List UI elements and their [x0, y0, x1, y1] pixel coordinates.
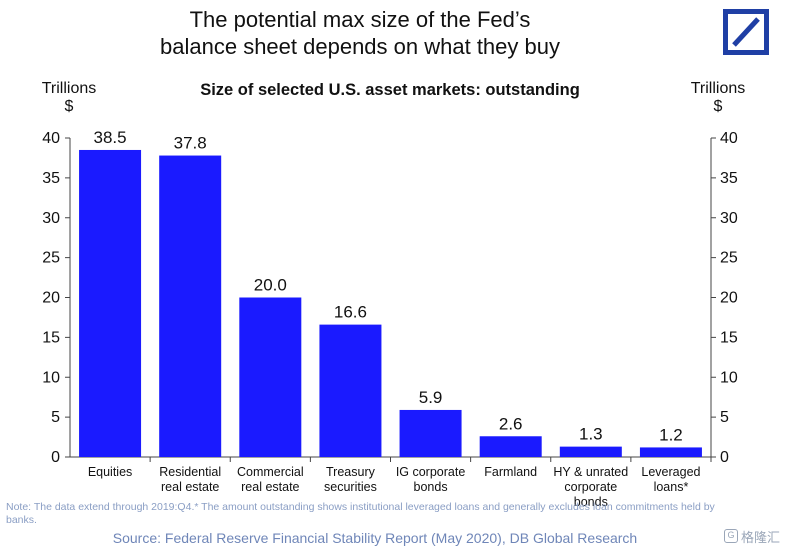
bar [159, 155, 222, 458]
y-tick-label-left: 30 [42, 210, 60, 227]
y-tick-label-right: 10 [720, 369, 738, 386]
footnote: Note: The data extend through 2019:Q4.* … [6, 501, 715, 526]
x-category-label: real estate [241, 480, 299, 494]
bar-value-label: 1.3 [579, 425, 603, 444]
y-axis-unit-left: Trillions $ [36, 80, 102, 116]
y-tick-label-right: 40 [720, 130, 738, 147]
y-tick-label-right: 20 [720, 290, 738, 307]
bar-value-label: 2.6 [499, 414, 523, 433]
y-tick-label-right: 5 [720, 409, 729, 426]
headline-line-1: The potential max size of the Fed’s [189, 7, 531, 32]
watermark-icon: G [724, 529, 738, 543]
bar-value-label: 1.2 [659, 425, 683, 444]
x-category-label: real estate [161, 480, 219, 494]
x-category-label: Equities [88, 465, 132, 479]
x-category-label: Commercial [237, 465, 304, 479]
bar-value-label: 5.9 [419, 388, 443, 407]
bar [479, 436, 542, 457]
y-tick-label-right: 15 [720, 329, 738, 346]
y-tick-label-left: 40 [42, 130, 60, 147]
bar-value-label: 20.0 [254, 276, 287, 295]
y-tick-label-right: 35 [720, 170, 738, 187]
y-tick-label-right: 25 [720, 250, 738, 267]
y-axis-unit-right-line-1: Trillions [690, 80, 746, 97]
headline: The potential max size of the Fed’s bala… [0, 6, 720, 60]
bar [639, 447, 702, 457]
x-category-label: Treasury [326, 465, 376, 479]
source-line: Source: Federal Reserve Financial Stabil… [112, 530, 638, 546]
bar-value-label: 16.6 [334, 303, 367, 322]
chart-title: Size of selected U.S. asset markets: out… [200, 81, 580, 99]
y-axis-unit-left-line-1: Trillions [41, 80, 97, 97]
y-axis-unit-left-line-2: $ [64, 98, 74, 115]
x-category-label: corporate [564, 480, 617, 494]
bar-value-label: 37.8 [174, 134, 207, 153]
x-category-label: securities [324, 480, 377, 494]
y-tick-label-left: 10 [42, 369, 60, 386]
x-category-label: HY & unrated [553, 465, 628, 479]
y-tick-label-left: 15 [42, 329, 60, 346]
x-category-label: Farmland [484, 465, 537, 479]
y-tick-label-right: 30 [720, 210, 738, 227]
x-category-label: bonds [414, 480, 448, 494]
bar [239, 297, 302, 457]
headline-line-2: balance sheet depends on what they buy [160, 34, 560, 59]
y-tick-label-left: 35 [42, 170, 60, 187]
x-category-label: Residential [159, 465, 221, 479]
y-tick-label-left: 25 [42, 250, 60, 267]
x-category-label: bonds [574, 495, 608, 509]
bar [79, 149, 142, 457]
watermark-text: 格隆汇 [741, 529, 781, 545]
x-category-label: Leveraged [641, 465, 700, 479]
y-tick-label-right: 0 [720, 449, 729, 466]
bar-value-label: 38.5 [94, 128, 127, 147]
y-tick-label-left: 5 [51, 409, 60, 426]
x-category-label: loans* [654, 480, 689, 494]
y-tick-label-left: 20 [42, 290, 60, 307]
bar [559, 446, 622, 457]
y-axis-unit-right-line-2: $ [713, 98, 723, 115]
bar [319, 324, 382, 457]
bar [399, 409, 462, 457]
x-category-label: IG corporate [396, 465, 466, 479]
y-axis-unit-right: Trillions $ [683, 80, 753, 116]
y-tick-label-left: 0 [51, 449, 60, 466]
watermark: G 格隆汇 [724, 526, 790, 546]
deutsche-bank-logo-icon [723, 9, 769, 55]
